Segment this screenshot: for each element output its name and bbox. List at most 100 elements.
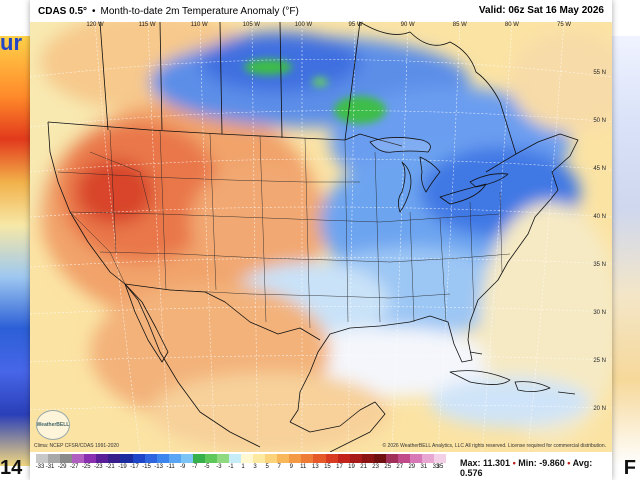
longitude-label: 110 W xyxy=(190,22,208,28)
legend-swatch xyxy=(229,454,242,463)
copyright-notice: © 2026 WeatherBELL Analytics, LLC All ri… xyxy=(382,443,606,449)
legend-label: 35 xyxy=(436,464,444,470)
legend-label: 11 xyxy=(300,464,307,470)
legend-label: 29 xyxy=(408,464,416,470)
legend-swatch xyxy=(289,454,302,463)
legend-swatch xyxy=(397,454,410,463)
legend-label: -25 xyxy=(81,464,91,470)
latitude-labels: 55 N 50 N 45 N 40 N 35 N 30 N 25 N 20 N xyxy=(572,22,612,452)
legend-label: -9 xyxy=(180,464,186,470)
legend-swatch xyxy=(216,454,229,463)
legend-swatch xyxy=(144,454,157,463)
legend-label: 17 xyxy=(336,464,343,470)
legend-swatch xyxy=(48,454,61,463)
title-bullet: • xyxy=(92,5,96,17)
legend-swatch xyxy=(192,454,205,463)
latitude-label: 30 N xyxy=(593,310,606,316)
legend-label: -27 xyxy=(69,464,79,470)
legend-swatch xyxy=(325,454,338,463)
legend-label: -3 xyxy=(216,464,222,470)
legend-swatch xyxy=(36,454,49,463)
legend-label: 19 xyxy=(348,464,355,470)
stat-avg: Avg: 0.576 xyxy=(460,458,593,478)
longitude-label: 85 W xyxy=(452,22,467,28)
legend-label: 33 xyxy=(432,464,440,470)
legend-swatch xyxy=(361,454,374,463)
legend-swatch xyxy=(349,454,362,463)
map-header: CDAS 0.5° • Month-to-date 2m Temperature… xyxy=(30,0,612,22)
legend-swatch xyxy=(108,454,121,463)
legend-swatch xyxy=(96,454,109,463)
legend-color-bar xyxy=(36,454,447,463)
legend-swatch xyxy=(265,454,278,463)
legend-swatch xyxy=(301,454,314,463)
climatology-source: Clima: NCEP CFSR/CDAS 1991-2020 xyxy=(34,443,119,449)
legend-swatch xyxy=(337,454,350,463)
latitude-label: 35 N xyxy=(593,262,606,268)
legend-label: -29 xyxy=(57,464,67,470)
latitude-label: 20 N xyxy=(593,406,606,412)
legend-swatch xyxy=(409,454,422,463)
latitude-label: 40 N xyxy=(593,214,606,220)
legend-label: -19 xyxy=(118,464,127,470)
legend-label: 25 xyxy=(384,464,392,470)
temperature-anomaly-map: 120 W 115 W 110 W 105 W 100 W 95 W 90 W 85 W 80 … xyxy=(30,22,612,452)
legend-label: 9 xyxy=(289,464,293,470)
weatherbell-logo: WeatherBELL xyxy=(36,410,70,440)
latitude-label: 45 N xyxy=(593,166,606,172)
stat-separator: • xyxy=(567,458,571,468)
legend-label: -5 xyxy=(204,464,210,470)
legend-swatch xyxy=(84,454,97,463)
legend-swatch xyxy=(120,454,133,463)
legend-label: 15 xyxy=(324,464,331,470)
legend-swatch xyxy=(373,454,386,463)
legend-label: -15 xyxy=(142,464,151,470)
legend-swatch xyxy=(60,454,73,463)
legend-swatch xyxy=(434,454,447,463)
legend-label: -23 xyxy=(93,464,103,470)
legend-swatch xyxy=(385,454,398,463)
legend-swatch xyxy=(204,454,217,463)
stat-separator: • xyxy=(512,458,516,468)
legend-swatch xyxy=(277,454,290,463)
longitude-label: 90 W xyxy=(400,22,415,28)
stat-min: Min: -9.860 xyxy=(518,458,565,468)
map-title: Month-to-date 2m Temperature Anomaly (°F… xyxy=(100,5,299,17)
legend-label: 3 xyxy=(253,464,257,470)
longitude-labels: 120 W 115 W 110 W 105 W 100 W 95 W 90 W 85 W 80 … xyxy=(30,22,612,52)
legend-label: 5 xyxy=(265,464,269,470)
latitude-label: 25 N xyxy=(593,358,606,364)
legend-label: 1 xyxy=(241,464,245,470)
longitude-label: 105 W xyxy=(242,22,260,28)
background-map-right xyxy=(612,36,640,466)
longitude-label: 115 W xyxy=(138,22,156,28)
color-legend: -33 -31 -29 -27 -25 -23 -21 -19 -17 -15 -13 -11 -9 -7… xyxy=(36,454,447,476)
legend-label: 31 xyxy=(420,464,428,470)
legend-label: 21 xyxy=(360,464,367,470)
longitude-label: 100 W xyxy=(294,22,313,28)
background-text-fragment: ur xyxy=(0,30,22,55)
legend-label: -7 xyxy=(192,464,198,470)
map-svg xyxy=(30,22,612,452)
legend-label: -17 xyxy=(130,464,139,470)
legend-label: 23 xyxy=(372,464,379,470)
legend-swatch xyxy=(168,454,181,463)
valid-time: Valid: 06z Sat 16 May 2026 xyxy=(478,5,604,16)
legend-label: -21 xyxy=(106,464,115,470)
legend-label: -11 xyxy=(166,464,175,470)
map-card: CDAS 0.5° • Month-to-date 2m Temperature… xyxy=(30,0,612,480)
background-map-left xyxy=(0,36,30,466)
legend-tick-labels: -33 -31 -29 -27 -25 -23 -21 -19 -17 -15 -13 -11 -9 -7… xyxy=(36,463,446,473)
model-name: CDAS 0.5° xyxy=(38,5,88,17)
legend-label: -31 xyxy=(45,464,55,470)
background-bottom-left-text: 14 xyxy=(0,457,23,479)
longitude-label: 75 W xyxy=(556,22,572,28)
legend-label: 27 xyxy=(396,464,404,470)
legend-swatch xyxy=(132,454,145,463)
latitude-label: 50 N xyxy=(593,118,606,124)
background-bottom-right-text: F xyxy=(623,457,636,479)
legend-label: -1 xyxy=(228,464,234,470)
legend-label: 7 xyxy=(277,464,281,470)
field-statistics: Max: 11.301 • Min: -9.860 • Avg: 0.576 xyxy=(460,458,612,478)
stat-max: Max: 11.301 xyxy=(460,458,511,468)
